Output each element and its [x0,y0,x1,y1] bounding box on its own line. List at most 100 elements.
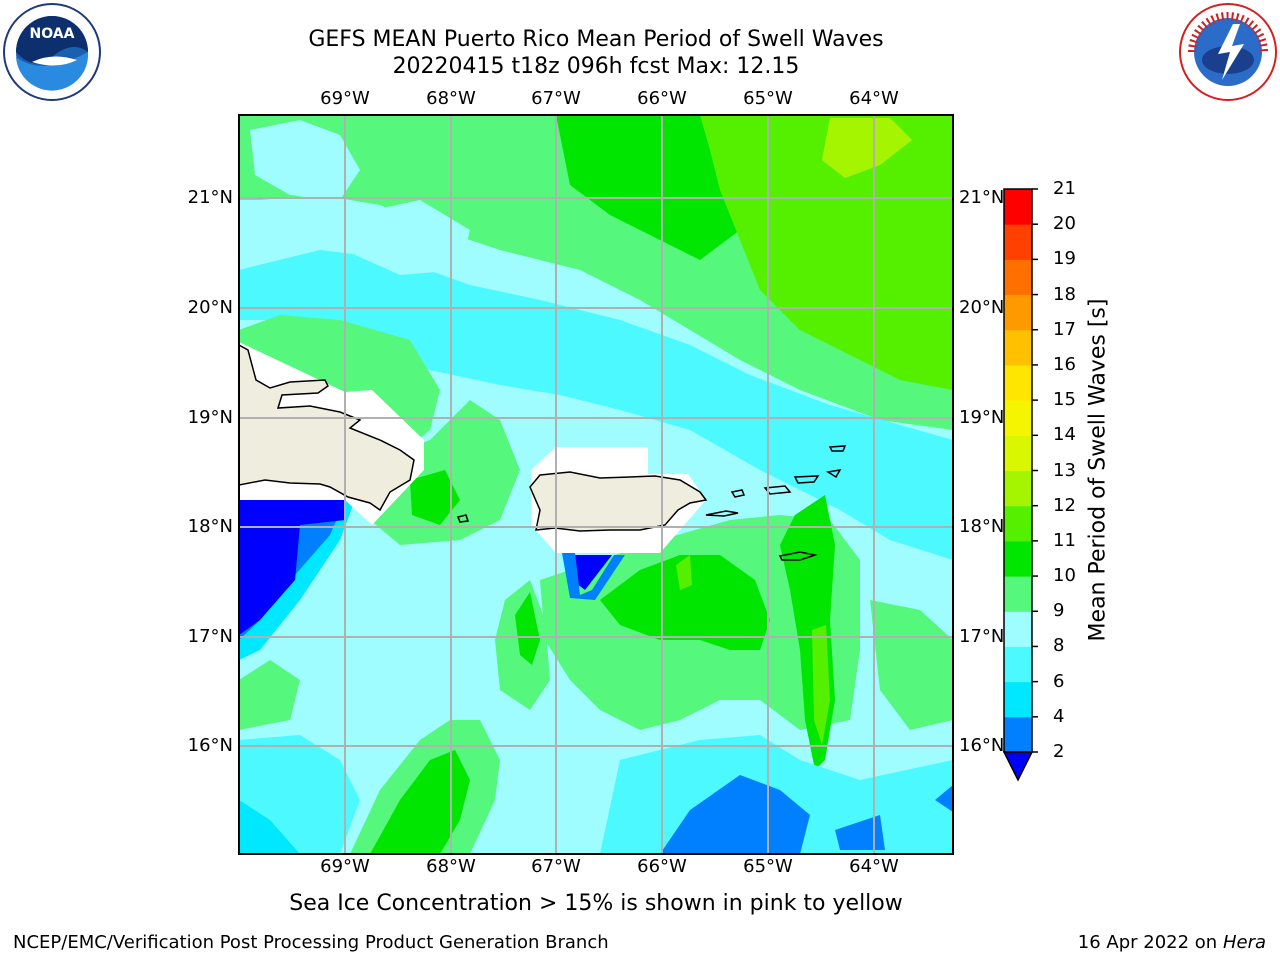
colorbar-tick-label: 15 [1053,389,1076,411]
colorbar-tick-label: 2 [1053,741,1065,762]
chart-subtitle: 20220415 t18z 096h fcst Max: 12.15 [392,54,800,79]
lon-label-top-67: 67°W [531,88,581,109]
field-lime-spine [812,625,830,745]
land-mona [456,514,470,523]
colorbar-tick-label: 18 [1053,283,1076,305]
colorbar-under-extension [1002,751,1034,782]
field-under-west [239,500,345,635]
field-12-13-max [822,118,912,178]
colorbar-bin [1004,681,1032,718]
colorbar-bin [1004,364,1032,401]
colorbar-bin [1004,224,1032,260]
field-under-pr [568,555,612,590]
lat-label-right-19: 19°N [959,407,1005,428]
field-green-east [870,600,953,730]
map-frame [238,114,954,855]
lon-label-bottom-67: 67°W [531,856,581,877]
field-2-4-se3 [935,785,953,812]
colorbar-bin [1004,576,1032,612]
field-6-8-east [880,470,953,540]
colorbar-tick-label: 14 [1053,424,1076,446]
field-8-9-nw2 [350,200,470,275]
land-vi-5 [828,445,847,452]
colorbar-tick-label: 4 [1053,705,1065,727]
field-2-4-se2 [835,815,885,850]
lon-label-bottom-69: 69°W [320,856,370,877]
land-vieques [705,510,739,517]
lon-label-top-68: 68°W [426,88,476,109]
colorbar-tick-label: 19 [1053,248,1076,270]
land-hispaniola [239,344,415,512]
field-11-12-ne [700,115,953,390]
colorbar-tick-label: 20 [1053,213,1076,235]
colorbar-bin [1004,435,1032,471]
lon-label-top-65: 65°W [743,88,793,109]
footer-date: 16 Apr 2022 on Hera [1078,933,1266,953]
colorbar-bin [1004,189,1032,225]
sea-ice-note: Sea Ice Concentration > 15% is shown in … [289,891,903,916]
lat-label-right-17: 17°N [959,626,1005,647]
lon-label-bottom-65: 65°W [743,856,793,877]
colorbar-bin [1004,716,1032,753]
lat-label-right-18: 18°N [959,516,1005,537]
field-darkgreen-wedge [515,592,540,665]
colorbar-tick-label: 10 [1053,565,1076,587]
lon-label-top-66: 66°W [637,88,687,109]
field-darkgreen-south [600,555,770,650]
lat-label-left-20: 20°N [187,297,233,318]
field-lime-pr [676,555,692,590]
footer-credit: NCEP/EMC/Verification Post Processing Pr… [13,932,609,953]
field-8-9-nw [250,120,360,200]
colorbar-bin [1004,611,1032,647]
lat-label-left-19: 19°N [187,407,233,428]
grid [239,115,953,854]
colorbar-bin [1004,259,1032,296]
colorbar-label: Mean Period of Swell Waves [s] [1085,298,1111,642]
colorbar-tick-label: 9 [1053,600,1065,622]
colorbar-tick-label: 11 [1053,529,1076,551]
colorbar-tick-label: 17 [1053,318,1076,340]
field-green-w [239,660,300,730]
colorbar-tick-label: 21 [1053,178,1076,199]
land-st-croix [778,551,818,561]
field-6-8-channel [239,250,953,560]
colorbar-bin [1004,470,1032,507]
colorbar-bin [1004,329,1032,366]
lat-label-left-17: 17°N [187,626,233,647]
colorbar-tick-label: 8 [1053,635,1065,657]
lon-label-bottom-66: 66°W [637,856,687,877]
nws-logo [1179,3,1277,101]
lon-label-top-69: 69°W [320,88,370,109]
field-10-11-north [556,115,740,260]
colorbar-tick-label: 13 [1053,459,1076,481]
field-darkgreen-sw [370,750,470,854]
colorbar-tick-label: 6 [1053,670,1065,692]
lat-label-left-16: 16°N [187,735,233,756]
footer-date-text: 16 Apr 2022 on [1077,932,1223,953]
field-2-4-pr [562,553,625,600]
lon-label-top-64: 64°W [849,88,899,109]
lon-label-bottom-64: 64°W [849,856,899,877]
land-vi-1 [730,489,746,498]
lon-label-bottom-68: 68°W [426,856,476,877]
lat-label-left-18: 18°N [187,516,233,537]
land-vi-3 [793,475,820,484]
colorbar-bin [1004,400,1032,436]
colorbar-bin [1004,646,1032,683]
chart-title: GEFS MEAN Puerto Rico Mean Period of Swe… [308,27,884,52]
lat-label-right-16: 16°N [959,735,1005,756]
svg-text:NOAA: NOAA [30,26,75,42]
field-2-4-se [660,775,810,854]
footer-host: Hera [1222,932,1266,953]
lat-label-right-21: 21°N [959,187,1005,208]
colorbar-bin [1004,540,1032,577]
lat-label-left-21: 21°N [187,187,233,208]
field-green-mona2 [410,470,460,525]
colorbar-bin [1004,294,1032,331]
field-4-6-sw [239,800,300,854]
colorbar-tick-label: 16 [1053,353,1076,375]
colorbar-bin [1004,505,1032,542]
noaa-logo: NOAA [3,3,101,101]
